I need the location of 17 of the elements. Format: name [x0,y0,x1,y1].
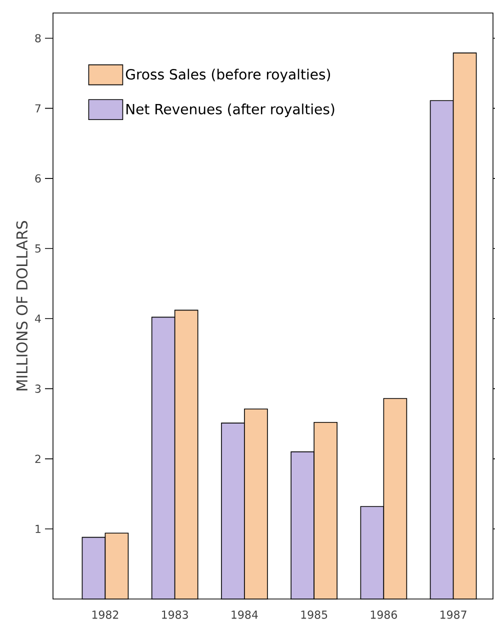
x-tick-label: 1987 [440,610,466,619]
legend-label: Gross Sales (before royalties) [126,68,330,82]
legend-label: Net Revenues (after royalties) [126,104,334,118]
y-tick-label: 1 [36,524,40,533]
x-tick-label: 1985 [301,610,328,619]
y-tick-label: 3 [35,384,41,393]
x-tick-label: 1984 [232,610,258,619]
y-tick-label: 2 [35,454,40,463]
x-tick-label: 1983 [162,610,188,619]
y-tick-label: 6 [35,174,41,183]
y-tick-label: 8 [35,34,41,42]
y-tick-label: 4 [35,314,41,323]
y-axis-title: MILLIONS OF DOLLARS [16,221,28,390]
x-tick-label: 1982 [92,610,118,619]
y-tick-label: 7 [35,104,41,112]
x-tick-label: 1986 [370,610,397,619]
y-tick-label: 5 [35,244,41,253]
